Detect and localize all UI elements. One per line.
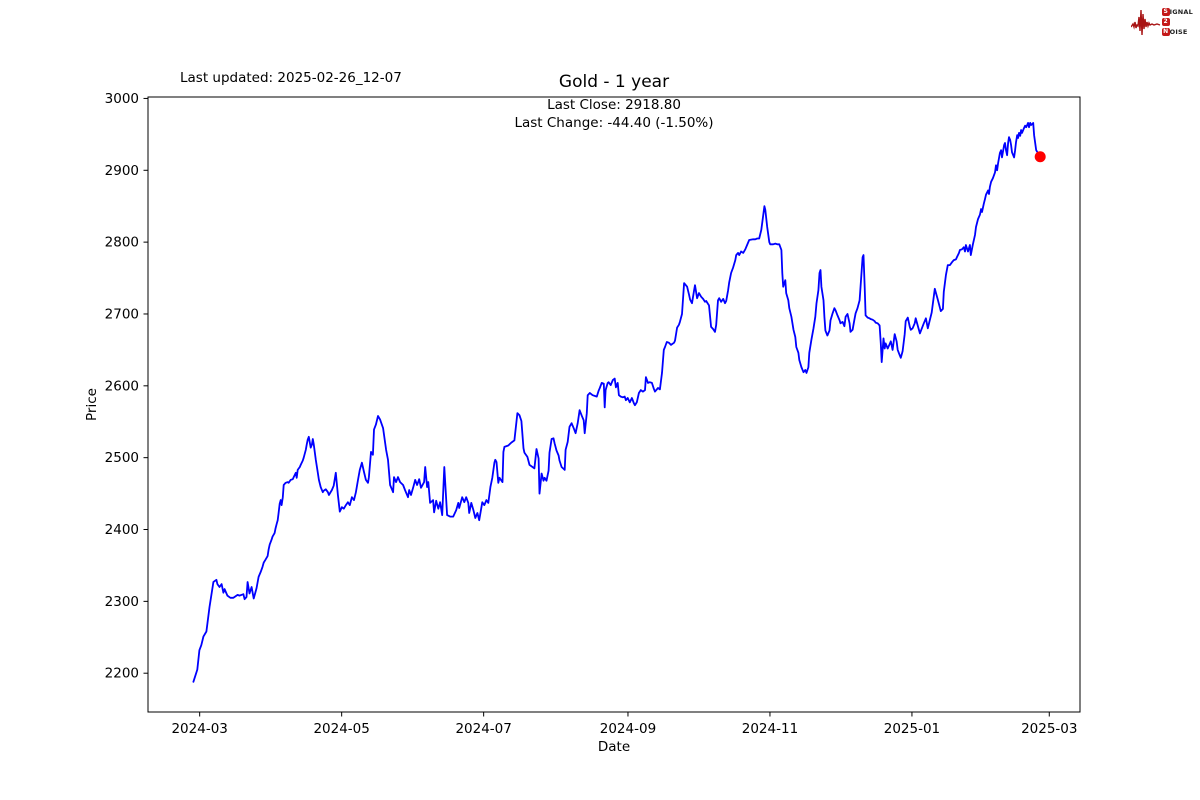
logo-text: S IGNAL 2 N OISE: [1161, 8, 1193, 37]
chart-annotation: Last Close: 2918.80 Last Change: -44.40 …: [148, 96, 1080, 132]
chart-title: Gold - 1 year: [558, 72, 670, 92]
y-tick-label: 2500: [105, 450, 139, 466]
x-tick-label: 2024-05: [313, 721, 369, 737]
logo-badge-n: N: [1161, 28, 1170, 36]
y-tick-label: 2700: [105, 306, 139, 322]
logo-badge-s: S: [1161, 8, 1170, 16]
y-axis-label: Price: [84, 388, 100, 421]
y-tick-label: 2600: [105, 378, 139, 394]
signal2noise-logo: S IGNAL 2 N OISE: [1130, 5, 1193, 39]
last-close-marker: [1034, 151, 1046, 163]
y-tick-label: 2200: [105, 666, 139, 682]
logo-row-2: 2: [1161, 18, 1193, 27]
last-updated-text: Last updated: 2025-02-26_12-07: [180, 70, 402, 86]
y-tick-label: 2300: [105, 594, 139, 610]
logo-text-oise: OISE: [1169, 28, 1188, 36]
x-tick-label: 2024-09: [600, 721, 656, 737]
last-change-text: Last Change: -44.40 (-1.50%): [514, 115, 714, 131]
plot-border: [147, 96, 1081, 713]
x-axis-label: Date: [598, 739, 630, 755]
logo-row-signal: S IGNAL: [1161, 8, 1193, 17]
x-tick-label: 2025-01: [884, 721, 940, 737]
x-tick-label: 2024-07: [455, 721, 511, 737]
x-tick-label: 2025-03: [1021, 721, 1077, 737]
logo-text-ignal: IGNAL: [1169, 8, 1193, 16]
last-close-text: Last Close: 2918.80: [547, 97, 681, 113]
y-tick-label: 2800: [105, 235, 139, 251]
y-tick-label: 2900: [105, 163, 139, 179]
x-tick-label: 2024-03: [171, 721, 227, 737]
logo-row-noise: N OISE: [1161, 28, 1193, 37]
price-line-series: [192, 122, 1042, 683]
x-tick-label: 2024-11: [742, 721, 798, 737]
y-tick-label: 2400: [105, 522, 139, 538]
logo-badge-2: 2: [1161, 18, 1170, 26]
waveform-icon: [1130, 9, 1160, 36]
y-tick-label: 3000: [105, 91, 139, 107]
